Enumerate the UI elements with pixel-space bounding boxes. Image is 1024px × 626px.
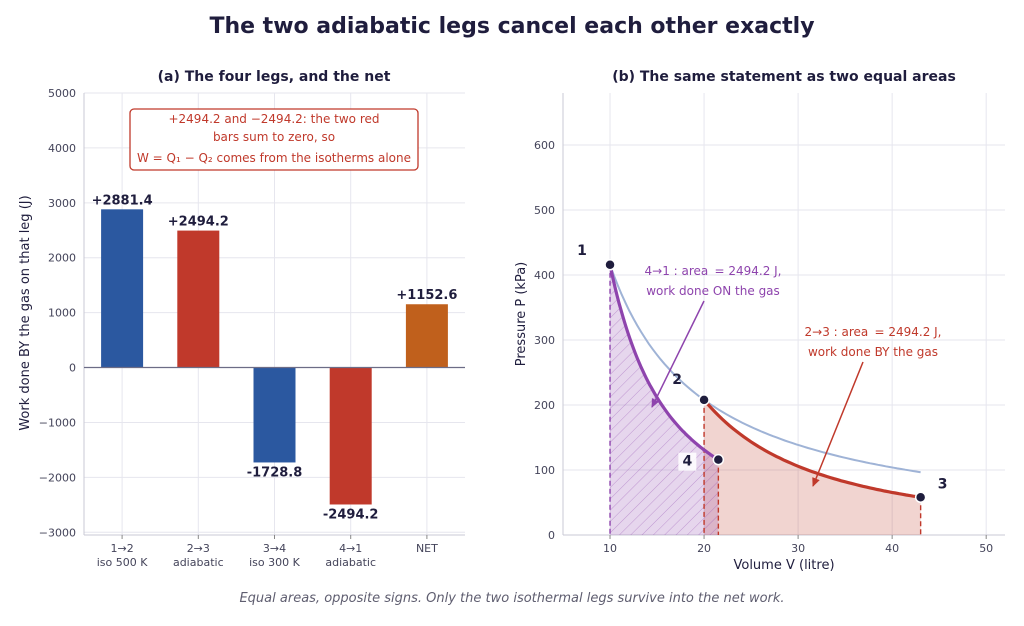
x-tick-label: 30 — [791, 542, 805, 555]
bar-chart-title: (a) The four legs, and the net — [158, 69, 391, 85]
pv-annotation-by: 2→3 : area = 2494.2 J, work done BY the … — [805, 325, 942, 487]
y-tick-label: 400 — [534, 269, 555, 282]
x-tick-label: 2→3 — [187, 542, 210, 555]
pv-annotation-on-arrow — [651, 300, 705, 408]
pv-area-fills — [609, 264, 922, 535]
pv-annotation-by-arrow — [812, 361, 864, 487]
y-tick-label: 3000 — [48, 197, 76, 210]
y-tick-label: 4000 — [48, 142, 76, 155]
y-tick-label: −2000 — [39, 471, 76, 484]
x-tick-sublabel: iso 300 K — [249, 556, 301, 569]
area-2-3 — [704, 399, 921, 535]
y-tick-label: 100 — [534, 464, 555, 477]
x-tick-label: 50 — [979, 542, 993, 555]
y-tick-label: 1000 — [48, 307, 76, 320]
pv-annotation-by-line-1: 2→3 : area = 2494.2 J, — [805, 325, 942, 339]
pv-annotation-by-line-2: work done BY the gas — [808, 345, 938, 359]
bar-chart-y-ticks: −3000 −2000 −1000 0 1000 2000 3000 4000 5000 — [39, 87, 76, 539]
bar-chart-panel: (a) The four legs, and the net −3000 −200… — [18, 69, 465, 569]
y-tick-label: 2000 — [48, 252, 76, 265]
pv-chart-title: (b) The same statement as two equal area… — [612, 69, 956, 85]
x-tick-label: 4→1 — [339, 542, 362, 555]
y-tick-label: 0 — [548, 529, 555, 542]
y-tick-label: 5000 — [48, 87, 76, 100]
bar — [329, 367, 372, 505]
pv-curves — [608, 264, 921, 499]
state-point — [698, 394, 710, 406]
x-tick-label: 20 — [697, 542, 711, 555]
adiabat-4-1-curve — [608, 264, 720, 462]
bar — [405, 304, 448, 368]
bar-chart-bars: +2881.4 +2494.2 -1728.8 -2494.2 +1152.6 — [84, 193, 465, 522]
annotation-line-2: bars sum to zero, so — [213, 130, 335, 144]
pv-annotation-on-line-1: 4→1 : area = 2494.2 J, — [645, 264, 782, 278]
state-point-label: 3 — [938, 476, 948, 492]
bar-chart-annotation-box: +2494.2 and −2494.2: the two red bars su… — [129, 108, 419, 171]
x-tick-sublabel: iso 500 K — [97, 556, 149, 569]
bar-value-label: -2494.2 — [323, 507, 379, 522]
pv-diagram-panel: (b) The same statement as two equal area… — [514, 69, 1005, 573]
pv-state-points: 1 2 3 4 — [577, 243, 948, 504]
y-tick-label: 200 — [534, 399, 555, 412]
pv-annotation-on-line-2: work done ON the gas — [646, 284, 780, 298]
figure-title: The two adiabatic legs cancel each other… — [209, 14, 815, 39]
y-tick-label: 500 — [534, 204, 555, 217]
isotherm-guide-curve — [609, 264, 921, 474]
annotation-line-1: +2494.2 and −2494.2: the two red — [168, 112, 379, 126]
bar-value-label: +2881.4 — [92, 193, 153, 208]
pv-x-label: Volume V (litre) — [733, 558, 834, 573]
bar-chart-y-label: Work done BY the gas on that leg (J) — [18, 195, 33, 430]
annotation-line-3: W = Q₁ − Q₂ comes from the isotherms alo… — [137, 151, 411, 165]
state-point — [604, 259, 616, 271]
bar-value-label: -1728.8 — [247, 465, 303, 480]
y-tick-label: −3000 — [39, 526, 76, 539]
x-tick-label: NET — [416, 542, 438, 555]
y-tick-label: 0 — [69, 362, 76, 375]
y-tick-label: 300 — [534, 334, 555, 347]
figure-footnote: Equal areas, opposite signs. Only the tw… — [239, 591, 785, 606]
x-tick-label: 40 — [885, 542, 899, 555]
x-tick-label: 1→2 — [110, 542, 133, 555]
bar-value-label: +1152.6 — [396, 288, 457, 303]
y-tick-label: −1000 — [39, 416, 76, 429]
bar — [101, 209, 144, 368]
state-point — [712, 453, 725, 466]
bar-value-label: +2494.2 — [168, 215, 229, 230]
state-point-label: 1 — [577, 243, 587, 259]
state-point-label: 4 — [682, 454, 692, 470]
x-tick-label: 10 — [603, 542, 617, 555]
pv-y-label: Pressure P (kPa) — [514, 262, 529, 367]
adiabat-2-3-curve — [702, 398, 921, 499]
bar — [177, 230, 220, 368]
x-tick-sublabel: adiabatic — [173, 556, 224, 569]
bar — [253, 367, 296, 463]
y-tick-label: 600 — [534, 139, 555, 152]
state-point — [914, 491, 927, 504]
x-tick-label: 3→4 — [263, 542, 286, 555]
state-point-label: 2 — [672, 372, 682, 388]
x-tick-sublabel: adiabatic — [325, 556, 376, 569]
state-point-label-bg — [678, 452, 697, 471]
pv-annotation-on: 4→1 : area = 2494.2 J, work done ON the … — [645, 264, 782, 408]
